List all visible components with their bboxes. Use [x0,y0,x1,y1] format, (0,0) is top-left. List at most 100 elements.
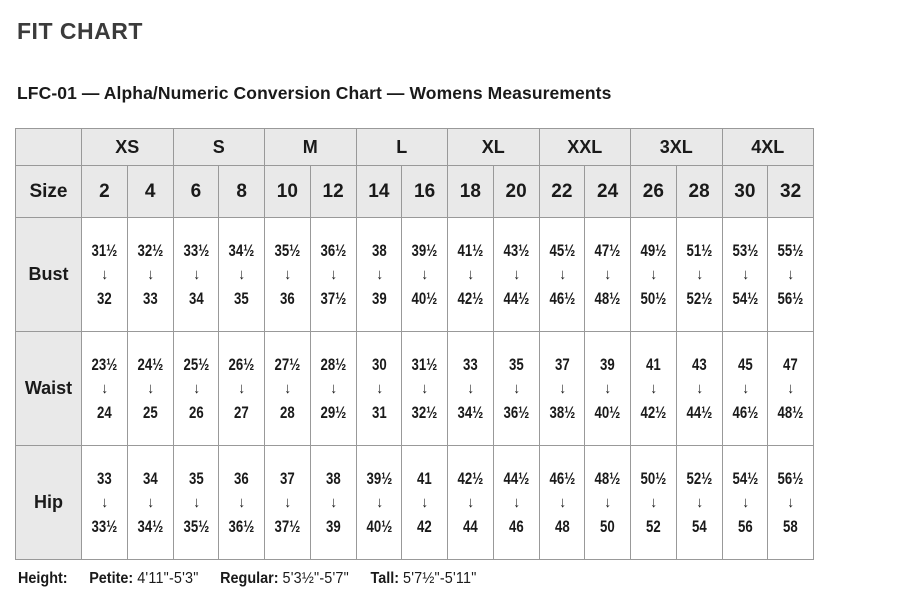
range-to: 52½ [686,289,712,308]
down-arrow-icon: ↓ [787,379,795,397]
range-to: 52 [646,517,661,536]
range-to: 28 [280,403,295,422]
measurement-cell: 45 ↓ 46½ [721,331,769,446]
down-arrow-icon: ↓ [512,379,520,397]
down-arrow-icon: ↓ [741,265,749,283]
page-title: FIT CHART [17,18,143,44]
range-from: 33 [463,355,478,374]
alpha-size-header: L [355,128,448,166]
measurement-cell: 47 ↓ 48½ [767,331,814,446]
measurement-row-label: Waist [15,331,82,446]
measurement-range: 33½ ↓ 34 [178,238,214,312]
measurement-range: 44½ ↓ 46 [498,466,534,540]
tall-range: 5'7½"-5'11" [403,570,477,587]
measurement-cell: 55½ ↓ 56½ [767,217,814,332]
height-note: Height: Petite: 4'11"-5'3" Regular: 5'3½"-… [18,570,814,588]
measurement-range: 41 ↓ 42 [407,466,443,540]
measurement-range: 47 ↓ 48½ [773,352,809,426]
table-corner-cell [15,128,82,166]
numeric-size-cell: 16 [401,165,448,218]
range-from: 24½ [137,355,163,374]
range-from: 44½ [503,469,529,488]
alpha-size-header: M [264,128,357,166]
measurement-cell: 39 ↓ 40½ [584,331,631,446]
measurement-cell: 51½ ↓ 52½ [675,217,723,332]
down-arrow-icon: ↓ [787,493,795,511]
range-to: 46½ [549,289,575,308]
range-to: 40½ [594,403,621,422]
numeric-size-cell: 2 [81,165,128,218]
measurement-range: 41½ ↓ 42½ [452,238,488,312]
range-from: 34½ [228,241,255,260]
down-arrow-icon: ↓ [100,493,108,511]
measurement-cell: 39½ ↓ 40½ [355,445,403,560]
measurement-cell: 32½ ↓ 33 [126,217,174,332]
down-arrow-icon: ↓ [192,493,200,511]
measurement-row-hip: Hip 33 ↓ 33½ 34 ↓ 34½ 35 ↓ 35½ 36 ↓ 36½ 37 ↓ 37½ 38 ↓ 39 39… [15,445,814,560]
range-to: 46½ [732,403,758,422]
range-from: 35½ [274,241,301,260]
range-to: 29½ [320,403,346,422]
alpha-size-row: XS S M L XL XXL 3XL 4XL [15,128,814,166]
measurement-range: 35 ↓ 36½ [498,352,534,426]
range-from: 23½ [91,355,118,374]
range-from: 30 [371,355,387,374]
range-from: 46½ [549,469,575,488]
measurement-range: 41 ↓ 42½ [635,352,671,426]
numeric-size-cell: 26 [630,165,677,218]
range-to: 33 [142,289,158,308]
range-from: 32½ [137,241,163,260]
numeric-size-cell: 6 [172,165,220,218]
down-arrow-icon: ↓ [100,379,108,397]
measurement-range: 52½ ↓ 54 [681,466,717,540]
measurement-range: 36½ ↓ 37½ [315,238,351,312]
range-from: 51½ [686,241,712,260]
range-to: 36½ [228,517,255,536]
range-from: 26½ [228,355,255,374]
down-arrow-icon: ↓ [558,265,566,283]
measurement-range: 47½ ↓ 48½ [590,238,626,312]
range-from: 41 [417,469,432,488]
down-arrow-icon: ↓ [787,265,795,283]
range-from: 41½ [457,241,484,260]
down-arrow-icon: ↓ [238,493,246,511]
measurement-range: 49½ ↓ 50½ [635,238,671,312]
down-arrow-icon: ↓ [649,493,657,511]
regular-range: 5'3½"-5'7" [282,570,349,587]
measurement-row-bust: Bust 31½ ↓ 32 32½ ↓ 33 33½ ↓ 34 34½ ↓ 35 35½ ↓ 36 36½ ↓ 37… [15,217,814,332]
measurement-cell: 34 ↓ 34½ [126,445,174,560]
measurement-row-waist: Waist 23½ ↓ 24 24½ ↓ 25 25½ ↓ 26 26½ ↓ 27 27½ ↓ 28 28½ ↓ 2… [15,331,814,446]
measurement-cell: 43½ ↓ 44½ [492,217,540,332]
range-from: 39½ [411,241,438,260]
measurement-range: 56½ ↓ 58 [773,466,809,540]
measurement-range: 48½ ↓ 50 [590,466,626,540]
measurement-cell: 46½ ↓ 48 [538,445,586,560]
measurement-cell: 26½ ↓ 27 [218,331,265,446]
numeric-size-cell: 14 [355,165,403,218]
measurement-cell: 53½ ↓ 54½ [721,217,769,332]
numeric-size-cell: 12 [309,165,357,218]
numeric-size-cell: 8 [218,165,265,218]
measurement-range: 26½ ↓ 27 [224,352,260,426]
measurement-range: 38 ↓ 39 [361,238,397,312]
range-from: 33 [97,469,112,488]
measurement-cell: 47½ ↓ 48½ [584,217,631,332]
range-from: 45½ [549,241,575,260]
range-to: 34½ [137,517,163,536]
range-to: 56½ [777,289,804,308]
range-from: 35 [188,469,204,488]
down-arrow-icon: ↓ [100,265,108,283]
numeric-size-cell: 18 [447,165,494,218]
down-arrow-icon: ↓ [329,265,337,283]
range-to: 35 [234,289,249,308]
range-to: 42½ [640,403,667,422]
measurement-cell: 50½ ↓ 52 [630,445,677,560]
range-to: 36½ [503,403,529,422]
measurement-range: 34 ↓ 34½ [132,466,168,540]
down-arrow-icon: ↓ [604,493,612,511]
height-petite: Petite: 4'11"-5'3" [89,570,198,587]
range-from: 41 [646,355,661,374]
measurement-range: 31½ ↓ 32½ [407,352,443,426]
petite-label: Petite: [89,570,134,587]
down-arrow-icon: ↓ [558,379,566,397]
